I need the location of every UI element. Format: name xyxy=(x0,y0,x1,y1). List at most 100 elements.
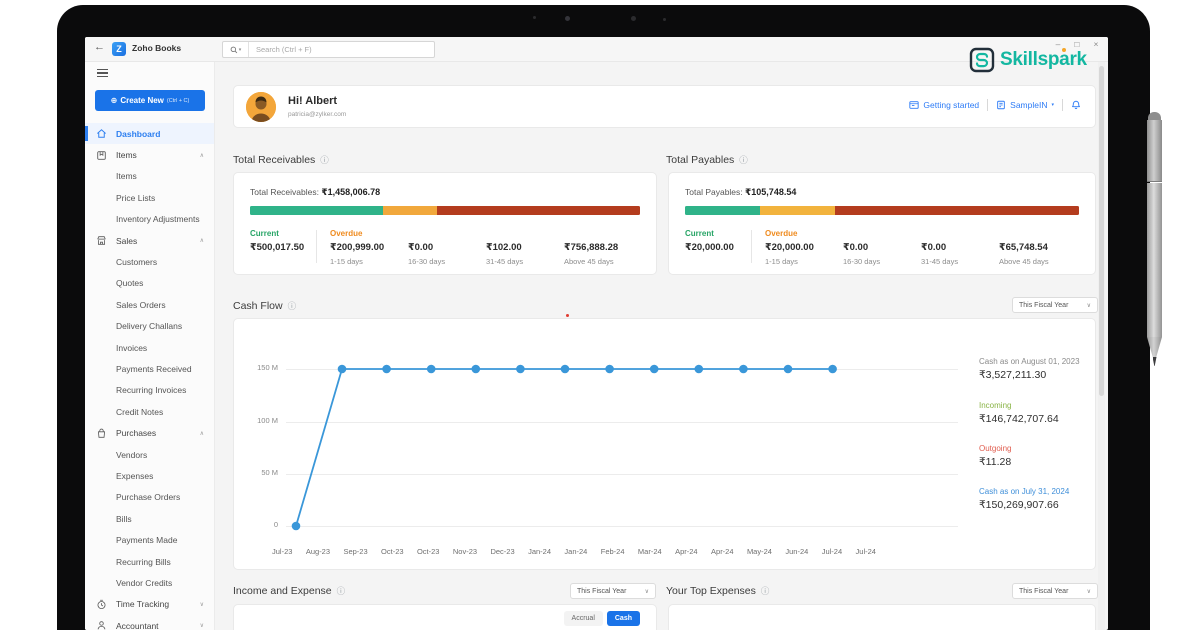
sidebar-item-label: Invoices xyxy=(116,342,148,353)
sales-icon xyxy=(96,235,107,246)
sidebar-item-inventory-adjustments[interactable]: Inventory Adjustments xyxy=(85,209,214,230)
sidebar-item-label: Price Lists xyxy=(116,192,156,203)
sidebar-item-label: Inventory Adjustments xyxy=(116,214,200,225)
purchases-icon xyxy=(96,428,107,439)
minimize-button[interactable]: – xyxy=(1055,39,1061,49)
sidebar-item-invoices[interactable]: Invoices xyxy=(85,337,214,358)
notifications-button[interactable] xyxy=(1071,100,1081,110)
cashflow-data-point[interactable] xyxy=(828,364,837,374)
stat-value: ₹3,527,211.30 xyxy=(979,369,1047,381)
avatar[interactable] xyxy=(246,92,276,122)
sidebar-item-price-lists[interactable]: Price Lists xyxy=(85,187,214,208)
getting-started-link[interactable]: Getting started xyxy=(909,100,979,110)
cursor-dot xyxy=(566,314,569,317)
receivables-aging-column: ₹200,999.00 1-15 days xyxy=(330,242,408,266)
global-search[interactable]: ▾ xyxy=(222,41,435,58)
info-icon[interactable]: ⓘ xyxy=(320,155,329,165)
info-icon[interactable]: ⓘ xyxy=(287,301,297,311)
plus-icon: ⊕ xyxy=(110,96,118,105)
sidebar-item-purchases[interactable]: Purchases ∧ xyxy=(85,422,214,443)
sidebar-item-credit-notes[interactable]: Credit Notes xyxy=(85,401,214,422)
maximize-button[interactable]: □ xyxy=(1074,39,1080,49)
window-controls: – □ × xyxy=(1052,39,1102,49)
sidebar-item-delivery-challans[interactable]: Delivery Challans xyxy=(85,316,214,337)
organization-switcher[interactable]: SampleIN ▾ xyxy=(996,100,1054,110)
aging-bucket-label: 16-30 days xyxy=(408,257,446,266)
sidebar-item-accountant[interactable]: Accountant ∨ xyxy=(85,615,214,630)
clock-icon xyxy=(96,599,107,610)
getting-started-icon xyxy=(909,101,920,109)
cashflow-data-point[interactable] xyxy=(382,364,391,374)
info-icon[interactable]: ⓘ xyxy=(739,155,748,165)
sidebar-item-recurring-bills[interactable]: Recurring Bills xyxy=(85,551,214,572)
sidebar-item-quotes[interactable]: Quotes xyxy=(85,273,214,294)
x-tick-label: Dec-23 xyxy=(490,547,515,556)
search-scope-button[interactable]: ▾ xyxy=(223,42,249,57)
cashflow-data-point[interactable] xyxy=(649,364,659,374)
front-camera xyxy=(565,16,570,21)
x-tick-label: Jul-24 xyxy=(821,547,843,556)
sidebar-item-label: Vendor Credits xyxy=(116,577,173,588)
sidebar-item-payments-received[interactable]: Payments Received xyxy=(85,358,214,379)
accrual-toggle-button[interactable]: Accrual xyxy=(563,611,603,626)
sidebar-item-vendors[interactable]: Vendors xyxy=(85,444,214,465)
chevron-down-icon: ∨ xyxy=(199,623,204,630)
sidebar-item-sales-orders[interactable]: Sales Orders xyxy=(85,294,214,315)
cash-toggle-button[interactable]: Cash xyxy=(606,611,640,626)
sidebar-item-label: Quotes xyxy=(116,278,144,289)
user-email: patricia@zylker.com xyxy=(288,111,347,118)
sidebar-item-payments-made[interactable]: Payments Made xyxy=(85,529,214,550)
sidebar-item-dashboard[interactable]: Dashboard xyxy=(85,123,214,145)
menu-hamburger-icon[interactable] xyxy=(97,69,108,79)
search-input[interactable] xyxy=(249,45,434,54)
stat-value: ₹146,742,707.64 xyxy=(979,413,1059,425)
sidebar-item-bills[interactable]: Bills xyxy=(85,508,214,529)
cashflow-stat: Outgoing ₹11.28 xyxy=(979,444,1011,468)
info-icon[interactable]: ⓘ xyxy=(760,586,770,596)
cashflow-data-point[interactable] xyxy=(337,364,347,374)
sidebar-item-vendor-credits[interactable]: Vendor Credits xyxy=(85,572,214,593)
sidebar-item-items[interactable]: Items xyxy=(85,166,214,187)
sidebar-item-time-tracking[interactable]: Time Tracking ∨ xyxy=(85,594,214,615)
sidebar-item-sales[interactable]: Sales ∧ xyxy=(85,230,214,251)
cashflow-stat: Incoming ₹146,742,707.64 xyxy=(979,401,1059,425)
receivables-card: Total Receivables: ₹1,458,006.78 Current… xyxy=(233,172,657,275)
sidebar-item-purchase-orders[interactable]: Purchase Orders xyxy=(85,487,214,508)
tablet-screen: ← Z Zoho Books ▾ – □ × Skillspark xyxy=(85,37,1108,630)
payables-bar xyxy=(685,206,1079,215)
sidebar-item-label: Accountant xyxy=(116,620,159,630)
sidebar-item-customers[interactable]: Customers xyxy=(85,251,214,272)
income-expense-period-dropdown[interactable]: This Fiscal Year ∨ xyxy=(570,583,656,599)
chevron-down-icon: ∨ xyxy=(1086,588,1091,595)
receivables-bar-segment xyxy=(437,206,640,215)
aging-value: ₹65,748.54 xyxy=(999,242,1048,253)
cashflow-data-point[interactable] xyxy=(560,364,570,374)
payables-aging-column: ₹0.00 31-45 days xyxy=(921,242,999,266)
gridline xyxy=(286,474,958,475)
aging-bucket-label: Above 45 days xyxy=(999,257,1049,266)
cashflow-stat: Cash as on July 31, 2024 ₹150,269,907.66 xyxy=(979,487,1069,511)
top-expenses-period-dropdown[interactable]: This Fiscal Year ∨ xyxy=(1012,583,1098,599)
cashflow-data-point[interactable] xyxy=(739,364,748,374)
cashflow-period-dropdown[interactable]: This Fiscal Year ∨ xyxy=(1012,297,1098,313)
cashflow-data-point[interactable] xyxy=(426,364,436,374)
aging-value: ₹0.00 xyxy=(843,242,869,253)
cashflow-data-point[interactable] xyxy=(291,521,301,531)
sidebar-item-recurring-invoices[interactable]: Recurring Invoices xyxy=(85,380,214,401)
receivables-bar xyxy=(250,206,640,215)
back-arrow-icon[interactable]: ← xyxy=(94,41,105,53)
create-new-button[interactable]: ⊕ Create New (Ctrl + C) xyxy=(95,90,205,111)
cashflow-data-point[interactable] xyxy=(471,364,481,374)
cashflow-data-point[interactable] xyxy=(783,364,793,374)
cashflow-data-point[interactable] xyxy=(516,364,525,374)
cashflow-data-point[interactable] xyxy=(605,364,614,374)
sidebar-item-items[interactable]: Items ∧ xyxy=(85,144,214,165)
cashflow-data-point[interactable] xyxy=(694,364,704,374)
payables-bar-segment xyxy=(685,206,760,215)
scrollbar-thumb[interactable] xyxy=(1099,66,1104,396)
info-icon[interactable]: ⓘ xyxy=(336,586,346,596)
close-button[interactable]: × xyxy=(1093,39,1099,49)
sidebar-item-expenses[interactable]: Expenses xyxy=(85,465,214,486)
gridline xyxy=(286,526,958,527)
chevron-up-icon: ∧ xyxy=(199,430,204,437)
